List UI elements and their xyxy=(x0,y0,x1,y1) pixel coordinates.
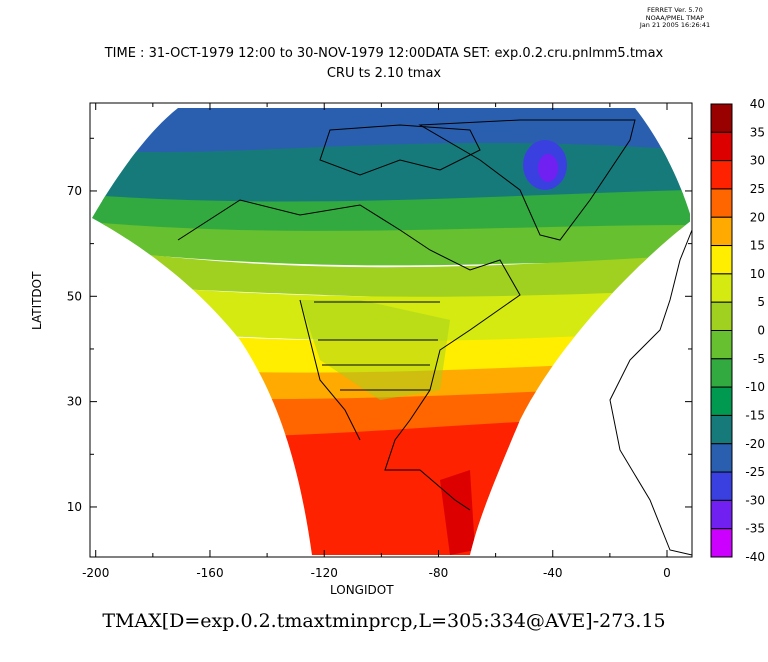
temperature-field xyxy=(92,108,692,555)
x-tick-label: -120 xyxy=(311,566,338,580)
colorbar-swatch xyxy=(710,131,733,162)
x-tick-label: -200 xyxy=(82,566,109,580)
colorbar-label: 40 xyxy=(750,97,765,111)
axis-ticks xyxy=(90,103,692,557)
axis-tick-labels: -200 -160 -120 -80 -40 0 10 30 50 70 xyxy=(67,184,671,580)
colorbar-swatch xyxy=(710,160,733,190)
colorbar-swatch xyxy=(710,386,733,416)
stamp-line: Jan 21 2005 16:26:41 xyxy=(639,21,711,29)
x-tick-label: 0 xyxy=(663,566,671,580)
variable-label: TMAX[D=exp.0.2.tmaxtminprcp,L=305:334@AV… xyxy=(102,610,666,632)
y-tick-label: 50 xyxy=(67,289,82,303)
colorbar-label: 5 xyxy=(757,295,765,309)
colorbar-swatch xyxy=(710,499,733,530)
colorbar-swatch xyxy=(710,103,733,133)
colorbar-label: -35 xyxy=(745,522,765,536)
colorbar-swatch xyxy=(710,330,733,360)
stamp-line: NOAA/PMEL TMAP xyxy=(645,13,705,22)
colorbar-label: -40 xyxy=(745,550,765,564)
colorbar-label: 35 xyxy=(750,125,765,139)
colorbar-label: -25 xyxy=(745,465,765,479)
colorbar: 40 35 30 25 20 15 10 5 0 -5 -10 -15 -20 -25 -30 -35 -40 xyxy=(710,97,765,564)
coastlines xyxy=(177,119,693,556)
plot-frame xyxy=(89,102,693,558)
colorbar-swatch xyxy=(710,245,733,275)
ferret-version-stamp: FERRET Ver. 5.70 NOAA/PMEL TMAP Jan 21 2… xyxy=(620,6,730,30)
y-tick-label: 10 xyxy=(67,500,82,514)
colorbar-label: 20 xyxy=(750,210,765,224)
colorbar-swatch xyxy=(710,273,733,303)
colorbar-swatch xyxy=(710,358,733,388)
y-tick-label: 70 xyxy=(67,184,82,198)
colorbar-label: 0 xyxy=(757,324,765,338)
colorbar-label: -15 xyxy=(745,408,765,422)
colorbar-label: 30 xyxy=(750,154,765,168)
colorbar-label: -10 xyxy=(745,380,765,394)
colorbar-label: -5 xyxy=(753,352,765,366)
colorbar-swatch xyxy=(710,188,733,218)
colorbar-label: 15 xyxy=(750,239,765,253)
plot-subtitle: CRU ts 2.10 tmax xyxy=(326,66,442,81)
stamp-line: FERRET Ver. 5.70 xyxy=(647,6,703,14)
colorbar-swatch xyxy=(710,443,733,473)
y-tick-label: 30 xyxy=(67,395,82,409)
colorbar-label: 25 xyxy=(750,182,765,196)
x-tick-label: -80 xyxy=(429,566,449,580)
colorbar-label: -30 xyxy=(745,493,765,507)
x-tick-label: -160 xyxy=(196,566,223,580)
colorbar-label: 10 xyxy=(750,267,765,281)
colorbar-swatch xyxy=(710,216,733,247)
colorbar-swatch xyxy=(710,414,733,445)
colorbar-swatch xyxy=(710,471,733,501)
colorbar-label: -20 xyxy=(745,437,765,451)
colorbar-swatch xyxy=(710,301,733,331)
x-axis-label: LONGIDOT xyxy=(330,583,394,597)
x-tick-label: -40 xyxy=(543,566,563,580)
colorbar-swatch xyxy=(710,528,733,558)
plot-title: TIME : 31-OCT-1979 12:00 to 30-NOV-1979 … xyxy=(104,46,664,61)
